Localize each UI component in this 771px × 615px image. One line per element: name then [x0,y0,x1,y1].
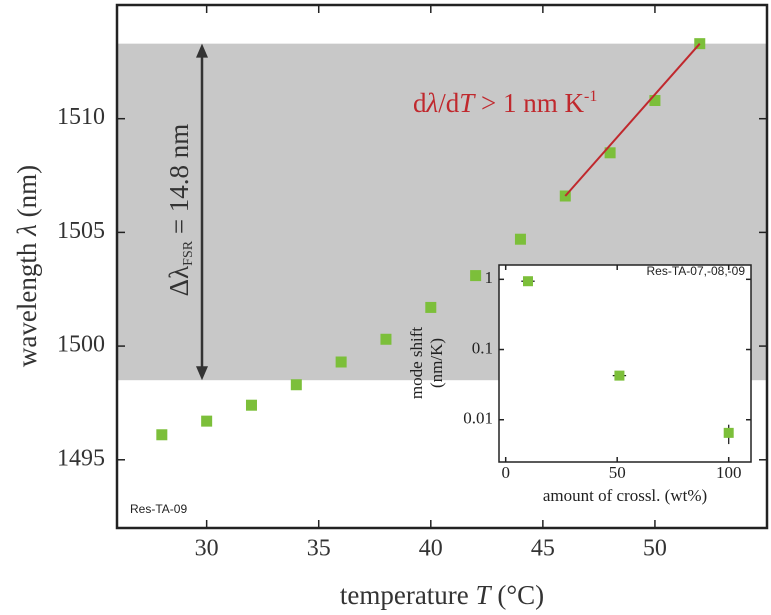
x-tick-label: 100 [716,463,742,482]
text-part: T [476,580,493,610]
data-point [614,370,625,381]
inset-y-label: (nm/K) [427,338,446,388]
data-point [604,147,616,159]
fsr-label: ΔλFSR = 14.8 nm [164,124,196,297]
x-tick-label: 50 [643,536,667,562]
text-part: wavelength [12,236,42,367]
inset-x-label: amount of crossl. (wt%) [543,486,707,505]
text-part: λ [426,88,439,118]
x-tick-label: 50 [609,463,626,482]
data-point [156,429,168,441]
x-tick-label: 45 [531,536,555,562]
x-tick-label: 40 [419,536,443,562]
text-part: Δλ [164,266,194,296]
inset-area [498,264,752,463]
arrow-head [196,366,208,381]
text-part: λ [12,224,42,237]
data-point [470,270,482,282]
y-tick-label: 1505 [57,218,105,244]
text-part: FSR [181,240,196,266]
text-part: /d [438,88,460,118]
text-part: T [459,88,476,118]
x-axis-label: temperature T (°C) [340,580,544,610]
text-part: = 14.8 nm [164,124,194,241]
x-tick-label: 0 [501,463,510,482]
data-point [380,333,392,345]
text-part: d [413,88,427,118]
text-part: -1 [584,88,597,105]
fit-label: dλ/dT > 1 nm K-1 [413,88,597,119]
data-point [245,399,257,411]
fit-line [564,42,701,197]
data-point [201,415,213,427]
y-tick-label: 1495 [57,445,105,471]
y-tick-label: 0.1 [472,338,493,357]
data-point [649,95,661,107]
data-point [522,276,533,287]
y-tick-label: 1510 [57,104,105,130]
x-tick-label: 35 [307,536,331,562]
y-axis-label: wavelength λ (nm) [12,165,42,367]
corner-label: Res-TA-09 [130,502,187,516]
data-point [425,301,437,313]
y-tick-label: 1500 [57,332,105,358]
text-part: temperature [340,580,476,610]
y-tick-label: 0.01 [463,409,493,428]
data-point [723,427,734,438]
plot-frame [115,3,769,530]
text-part: (°C) [491,580,545,610]
x-tick-label: 30 [195,536,219,562]
data-point [290,379,302,391]
arrow-head [196,43,208,58]
data-point [514,233,526,245]
text-part: (nm) [12,165,42,224]
data-point [335,356,347,368]
y-tick-label: 1 [485,268,494,287]
inset-y-label: mode shift [407,327,426,400]
inset-title: Res-TA-07,-08,-09 [647,264,746,278]
text-part: > 1 nm K [474,88,584,118]
